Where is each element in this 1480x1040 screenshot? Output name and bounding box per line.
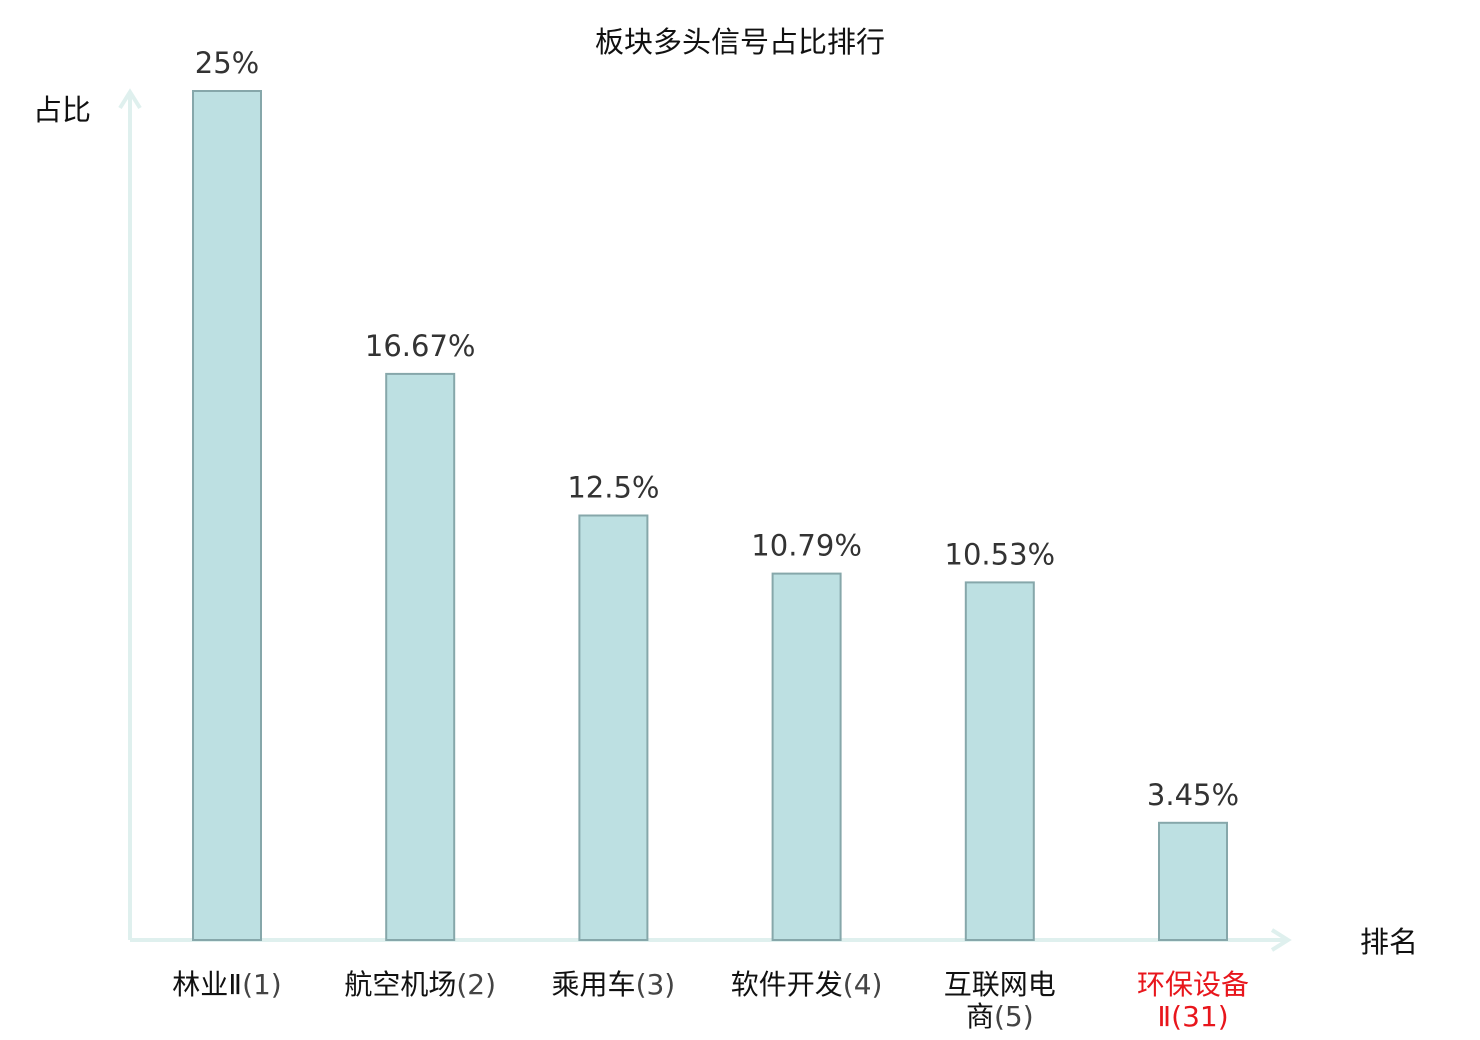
bar xyxy=(771,572,842,941)
bars-group xyxy=(192,90,1228,942)
y-axis-label: 占比 xyxy=(33,93,91,127)
x-tick-label: 软件开发(4) xyxy=(731,968,883,1001)
category-name: 乘用车 xyxy=(552,968,636,1001)
x-axis-arrow-icon xyxy=(1270,928,1292,952)
bar xyxy=(192,90,262,941)
x-tick-label-line: 环保设备 xyxy=(1137,968,1249,1001)
x-tick-label-line: 乘用车(3) xyxy=(552,968,676,1001)
x-tick-label-line: Ⅱ(31) xyxy=(1157,1000,1228,1033)
data-label: 25% xyxy=(195,46,259,80)
x-tick-label-line: 林业Ⅱ(1) xyxy=(172,968,281,1001)
x-tick-label-line: 互联网电 xyxy=(944,968,1056,1001)
value-labels-group: 25% 16.67% 12.5% 10.79% 10.53% 3.45% xyxy=(195,46,1239,812)
category-name: Ⅱ xyxy=(1157,1000,1171,1033)
category-labels-group: 林业Ⅱ(1) 航空机场(2) 乘用车(3) 软件开发(4) 互联网电商(5)环保设备Ⅱ(… xyxy=(172,968,1249,1033)
data-label: 10.53% xyxy=(945,537,1056,571)
x-tick-label-line: 软件开发(4) xyxy=(731,968,883,1001)
data-label: 12.5% xyxy=(567,471,659,505)
data-label: 10.79% xyxy=(751,529,862,563)
category-rank: (2) xyxy=(456,968,496,1001)
category-name: 环保设备 xyxy=(1137,968,1249,1001)
category-rank: (5) xyxy=(994,1000,1034,1033)
y-axis xyxy=(118,88,142,940)
bar xyxy=(385,372,456,941)
y-axis-arrow-icon xyxy=(118,88,142,110)
x-axis-label: 排名 xyxy=(1360,925,1418,959)
chart-title: 板块多头信号占比排行 xyxy=(595,25,885,59)
bar xyxy=(1158,821,1228,941)
category-name: 商 xyxy=(966,1000,994,1033)
category-rank: (3) xyxy=(636,968,676,1001)
data-label: 16.67% xyxy=(365,329,476,363)
x-tick-label: 航空机场(2) xyxy=(344,968,496,1001)
bar xyxy=(964,581,1035,942)
x-tick-label-line: 商(5) xyxy=(966,1000,1034,1033)
category-name: 林业Ⅱ xyxy=(172,968,242,1001)
x-tick-label: 林业Ⅱ(1) xyxy=(172,968,281,1001)
x-tick-label: 乘用车(3) xyxy=(552,968,676,1001)
x-tick-label-line: 航空机场(2) xyxy=(344,968,496,1001)
bar xyxy=(578,514,649,941)
x-axis xyxy=(130,928,1292,952)
category-name: 航空机场 xyxy=(344,968,456,1001)
category-name: 互联网电 xyxy=(944,968,1056,1001)
data-label: 3.45% xyxy=(1147,778,1239,812)
category-rank: (4) xyxy=(843,968,883,1001)
category-rank: (1) xyxy=(242,968,282,1001)
category-rank: (31) xyxy=(1171,1000,1228,1033)
category-name: 软件开发 xyxy=(731,968,843,1001)
